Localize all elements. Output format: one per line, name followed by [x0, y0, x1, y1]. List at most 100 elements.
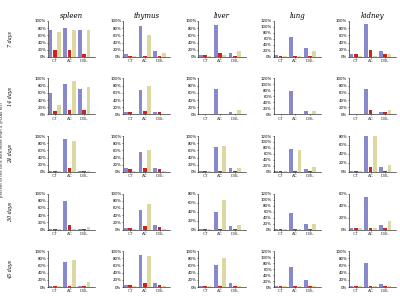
Bar [308, 229, 312, 230]
Bar [304, 169, 308, 172]
Bar [279, 171, 282, 172]
Bar [204, 55, 207, 57]
Bar [369, 228, 372, 230]
Bar [373, 114, 377, 115]
Bar [68, 110, 72, 115]
Bar [49, 93, 52, 115]
Bar [199, 171, 203, 172]
Bar [214, 211, 218, 230]
Bar [162, 229, 166, 230]
Bar [162, 171, 166, 172]
Bar [214, 147, 218, 172]
Bar [350, 114, 354, 115]
Y-axis label: 45 days: 45 days [8, 260, 13, 279]
Bar [64, 201, 67, 230]
Bar [294, 56, 297, 57]
Bar [78, 30, 82, 57]
Bar [204, 171, 207, 172]
Bar [124, 168, 128, 172]
Bar [283, 286, 287, 287]
Bar [147, 35, 151, 57]
Bar [350, 171, 354, 172]
Bar [222, 146, 226, 172]
Bar [143, 56, 147, 57]
Bar [162, 53, 166, 57]
Bar [214, 25, 218, 57]
Bar [214, 89, 218, 115]
Bar [283, 171, 287, 172]
Bar [358, 114, 362, 115]
Bar [139, 255, 142, 287]
Bar [139, 210, 142, 230]
Bar [64, 262, 67, 287]
Bar [274, 171, 278, 172]
Bar [57, 286, 61, 287]
Bar [354, 54, 358, 57]
Bar [358, 228, 362, 230]
Bar [128, 169, 132, 172]
Bar [204, 286, 207, 287]
Bar [139, 152, 142, 172]
Bar [78, 286, 82, 287]
Y-axis label: 30 days: 30 days [8, 202, 13, 221]
Bar [354, 171, 358, 172]
Bar [204, 229, 207, 230]
Bar [229, 168, 232, 172]
Bar [158, 169, 162, 172]
Bar [369, 286, 372, 287]
Bar [158, 56, 162, 57]
Bar [233, 171, 237, 172]
Bar [199, 286, 203, 287]
Bar [308, 286, 312, 287]
Title: lung: lung [289, 12, 305, 20]
Bar [289, 267, 293, 287]
Bar [289, 213, 293, 230]
Bar [388, 220, 392, 230]
Bar [373, 286, 377, 287]
Bar [350, 228, 354, 230]
Bar [304, 280, 308, 287]
Bar [158, 285, 162, 287]
Bar [49, 171, 52, 172]
Bar [379, 284, 383, 287]
Bar [364, 134, 368, 172]
Bar [294, 114, 297, 115]
Bar [78, 89, 82, 115]
Bar [53, 51, 57, 57]
Bar [132, 229, 136, 230]
Bar [64, 84, 67, 115]
Bar [384, 228, 387, 230]
Bar [49, 286, 52, 287]
Y-axis label: 14 days: 14 days [8, 87, 13, 106]
Bar [384, 286, 387, 287]
Bar [289, 149, 293, 172]
Bar [57, 106, 61, 115]
Bar [294, 171, 297, 172]
Bar [294, 229, 297, 230]
Bar [298, 114, 302, 115]
Bar [53, 171, 57, 172]
Bar [124, 54, 128, 57]
Bar [199, 55, 203, 57]
Bar [379, 167, 383, 172]
Bar [154, 112, 157, 115]
Bar [354, 114, 358, 115]
Bar [289, 91, 293, 115]
Bar [208, 171, 212, 172]
Bar [294, 286, 297, 287]
Bar [49, 229, 52, 230]
Bar [57, 171, 61, 172]
Bar [229, 112, 232, 115]
Bar [82, 286, 86, 287]
Bar [369, 51, 372, 57]
Bar [128, 112, 132, 115]
Bar [154, 51, 157, 57]
Bar [218, 114, 222, 115]
Bar [222, 200, 226, 230]
Bar [279, 286, 282, 287]
Bar [147, 86, 151, 115]
Bar [57, 229, 61, 230]
Bar [128, 228, 132, 230]
Bar [358, 171, 362, 172]
Bar [364, 196, 368, 230]
